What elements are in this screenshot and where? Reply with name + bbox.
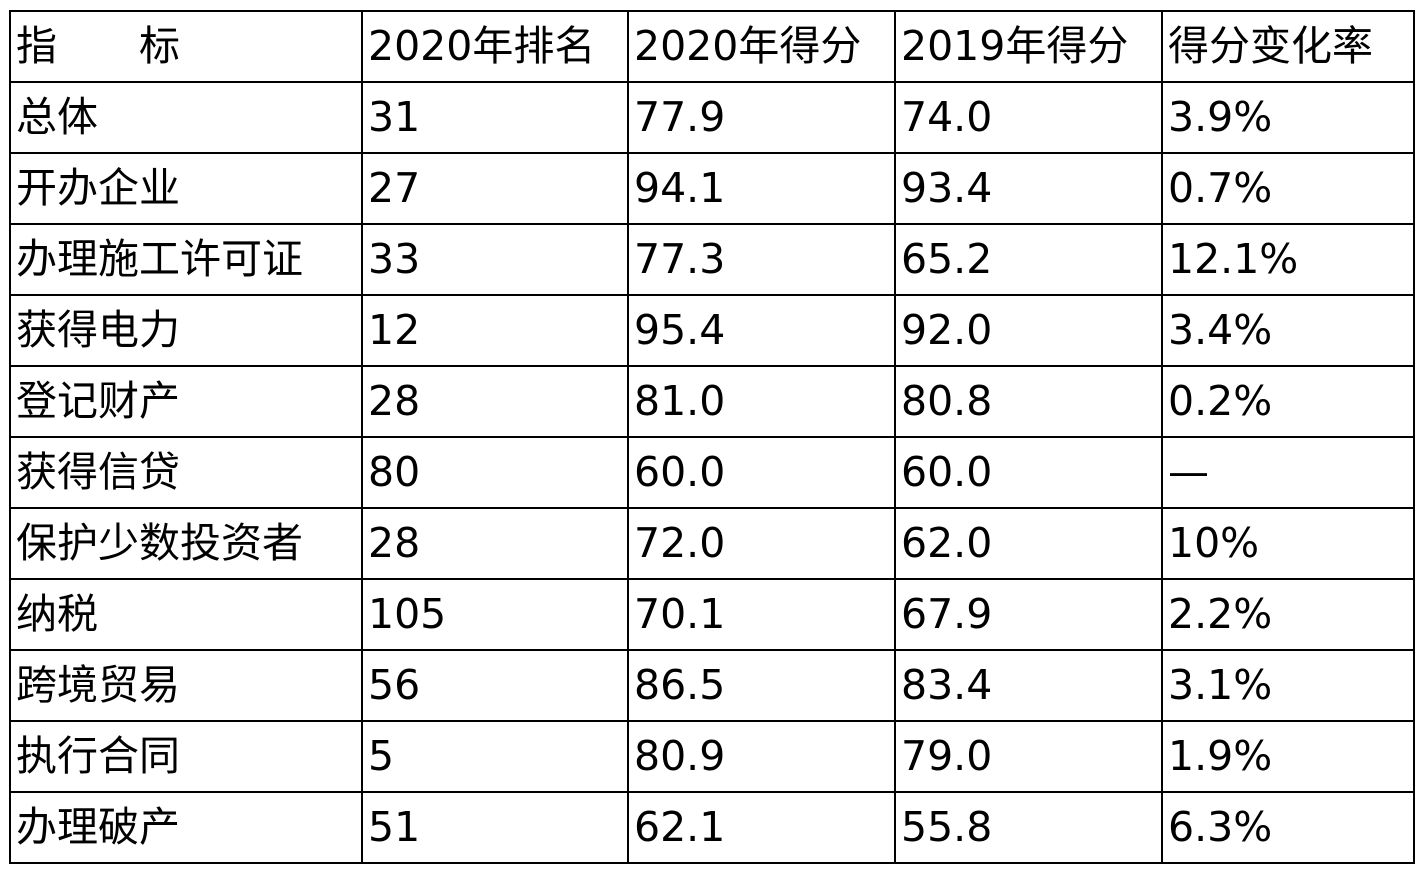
indicator-table: 指 标 2020年排名 2020年得分 2019年得分 得分变化率 总体 31 …: [9, 10, 1415, 864]
cell-score-2019: 83.4: [894, 649, 1163, 722]
header-score-2020: 2020年得分: [627, 10, 896, 83]
cell-score-2020: 77.3: [627, 223, 896, 296]
cell-change-rate: —: [1161, 436, 1415, 509]
cell-score-2019: 80.8: [894, 365, 1163, 438]
cell-score-2020: 60.0: [627, 436, 896, 509]
cell-rank-2020: 5: [361, 720, 629, 793]
table-row: 办理施工许可证 33 77.3 65.2 12.1%: [9, 223, 1415, 296]
cell-indicator: 开办企业: [9, 152, 363, 225]
cell-score-2019: 92.0: [894, 294, 1163, 367]
table-row: 纳税 105 70.1 67.9 2.2%: [9, 578, 1415, 651]
cell-indicator: 办理施工许可证: [9, 223, 363, 296]
cell-score-2020: 80.9: [627, 720, 896, 793]
cell-rank-2020: 12: [361, 294, 629, 367]
cell-score-2019: 62.0: [894, 507, 1163, 580]
cell-score-2019: 74.0: [894, 81, 1163, 154]
cell-indicator: 获得信贷: [9, 436, 363, 509]
cell-score-2020: 77.9: [627, 81, 896, 154]
table-row: 登记财产 28 81.0 80.8 0.2%: [9, 365, 1415, 438]
cell-score-2020: 62.1: [627, 791, 896, 864]
table-row: 获得信贷 80 60.0 60.0 —: [9, 436, 1415, 509]
cell-change-rate: 3.4%: [1161, 294, 1415, 367]
cell-score-2020: 70.1: [627, 578, 896, 651]
table-row: 获得电力 12 95.4 92.0 3.4%: [9, 294, 1415, 367]
cell-change-rate: 2.2%: [1161, 578, 1415, 651]
cell-rank-2020: 80: [361, 436, 629, 509]
table-row: 执行合同 5 80.9 79.0 1.9%: [9, 720, 1415, 793]
cell-score-2019: 60.0: [894, 436, 1163, 509]
header-indicator: 指 标: [9, 10, 363, 83]
cell-change-rate: 0.2%: [1161, 365, 1415, 438]
cell-indicator: 总体: [9, 81, 363, 154]
cell-score-2019: 93.4: [894, 152, 1163, 225]
cell-indicator: 纳税: [9, 578, 363, 651]
cell-indicator: 办理破产: [9, 791, 363, 864]
header-score-2019: 2019年得分: [894, 10, 1163, 83]
cell-score-2020: 86.5: [627, 649, 896, 722]
cell-score-2020: 81.0: [627, 365, 896, 438]
cell-rank-2020: 28: [361, 507, 629, 580]
cell-score-2019: 79.0: [894, 720, 1163, 793]
cell-score-2020: 95.4: [627, 294, 896, 367]
cell-score-2019: 55.8: [894, 791, 1163, 864]
cell-change-rate: 0.7%: [1161, 152, 1415, 225]
header-rank-2020: 2020年排名: [361, 10, 629, 83]
table-row: 总体 31 77.9 74.0 3.9%: [9, 81, 1415, 154]
indicator-table-container: 指 标 2020年排名 2020年得分 2019年得分 得分变化率 总体 31 …: [9, 10, 1415, 864]
cell-rank-2020: 105: [361, 578, 629, 651]
table-row: 办理破产 51 62.1 55.8 6.3%: [9, 791, 1415, 864]
table-row: 跨境贸易 56 86.5 83.4 3.1%: [9, 649, 1415, 722]
cell-rank-2020: 33: [361, 223, 629, 296]
header-score-change-rate: 得分变化率: [1161, 10, 1415, 83]
cell-change-rate: 6.3%: [1161, 791, 1415, 864]
cell-change-rate: 10%: [1161, 507, 1415, 580]
table-header-row: 指 标 2020年排名 2020年得分 2019年得分 得分变化率: [9, 10, 1415, 83]
cell-rank-2020: 56: [361, 649, 629, 722]
cell-change-rate: 3.1%: [1161, 649, 1415, 722]
cell-indicator: 获得电力: [9, 294, 363, 367]
cell-rank-2020: 28: [361, 365, 629, 438]
cell-score-2019: 65.2: [894, 223, 1163, 296]
cell-rank-2020: 27: [361, 152, 629, 225]
cell-score-2019: 67.9: [894, 578, 1163, 651]
cell-rank-2020: 31: [361, 81, 629, 154]
cell-change-rate: 12.1%: [1161, 223, 1415, 296]
cell-rank-2020: 51: [361, 791, 629, 864]
cell-indicator: 执行合同: [9, 720, 363, 793]
cell-score-2020: 94.1: [627, 152, 896, 225]
cell-change-rate: 3.9%: [1161, 81, 1415, 154]
table-row: 开办企业 27 94.1 93.4 0.7%: [9, 152, 1415, 225]
cell-change-rate: 1.9%: [1161, 720, 1415, 793]
cell-score-2020: 72.0: [627, 507, 896, 580]
cell-indicator: 保护少数投资者: [9, 507, 363, 580]
table-row: 保护少数投资者 28 72.0 62.0 10%: [9, 507, 1415, 580]
cell-indicator: 跨境贸易: [9, 649, 363, 722]
cell-indicator: 登记财产: [9, 365, 363, 438]
